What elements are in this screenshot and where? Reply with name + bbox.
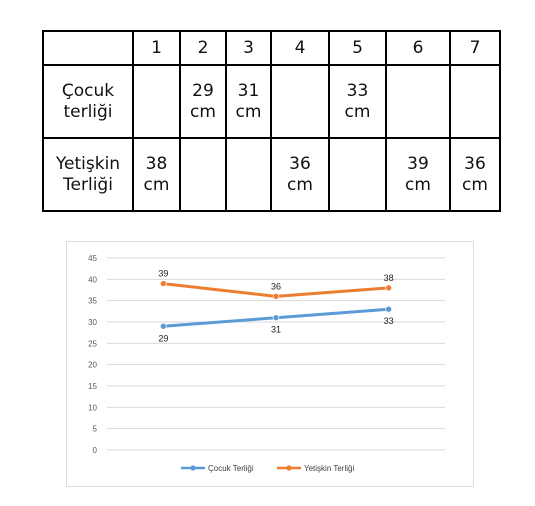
table-cell: 36 cm [270, 137, 330, 212]
y-tick-label: 15 [88, 382, 97, 391]
legend-swatch-marker [190, 465, 196, 471]
legend-label: Yetişkin Terliği [304, 464, 354, 473]
table-header-row: 1 2 3 4 5 6 7 [42, 30, 501, 66]
data-label: 31 [271, 325, 281, 335]
y-tick-label: 35 [88, 297, 97, 306]
data-label: 33 [384, 316, 394, 326]
table-cell [132, 64, 181, 139]
y-tick-label: 20 [88, 361, 97, 370]
header-cell: 4 [270, 30, 330, 66]
data-point [385, 305, 392, 313]
row-label: Yetişkin Terliği [42, 137, 134, 212]
table-cell: 38 cm [132, 137, 181, 212]
table-cell [449, 64, 501, 139]
table-cell [179, 137, 227, 212]
chart-frame: 0 5 10 15 20 25 30 35 40 45 29 31 33 39 36 38 Çocuk Terl… [66, 241, 474, 487]
y-tick-label: 25 [88, 339, 97, 348]
header-cell: 5 [328, 30, 387, 66]
table-cell [270, 64, 330, 139]
table-cell: 29 cm [179, 64, 227, 139]
header-cell: 1 [132, 30, 181, 66]
slipper-size-table: 1 2 3 4 5 6 7 Çocuk terliği 29 cm 31 cm 33 c… [42, 30, 501, 212]
table-cell [328, 137, 387, 212]
data-label: 36 [271, 281, 281, 291]
data-point [160, 322, 167, 330]
data-label: 29 [158, 333, 168, 343]
header-cell-empty [42, 30, 134, 66]
table-cell [225, 137, 272, 212]
header-cell: 6 [385, 30, 451, 66]
y-tick-label: 30 [88, 318, 97, 327]
header-cell: 3 [225, 30, 272, 66]
data-label: 39 [158, 269, 168, 279]
table-cell: 33 cm [328, 64, 387, 139]
y-tick-label: 5 [93, 425, 98, 434]
y-tick-label: 45 [88, 254, 97, 263]
table-cell: 36 cm [449, 137, 501, 212]
data-point [272, 314, 280, 322]
line-chart: 0 5 10 15 20 25 30 35 40 45 29 31 33 39 36 38 Çocuk Terl… [88, 254, 445, 473]
legend-label: Çocuk Terliği [208, 464, 254, 473]
table-cell [385, 64, 451, 139]
data-label: 38 [384, 273, 394, 283]
y-tick-label: 10 [88, 403, 97, 412]
table-cell: 31 cm [225, 64, 272, 139]
data-point [272, 293, 280, 300]
table-row-child-slipper: Çocuk terliği 29 cm 31 cm 33 cm [42, 64, 501, 139]
row-label: Çocuk terliği [42, 64, 134, 139]
y-tick-label: 0 [93, 446, 98, 455]
data-point [160, 280, 167, 287]
y-tick-label: 40 [88, 275, 97, 284]
table-cell: 39 cm [385, 137, 451, 212]
data-point [385, 284, 392, 292]
header-cell: 7 [449, 30, 501, 66]
header-cell: 2 [179, 30, 227, 66]
table-row-adult-slipper: Yetişkin Terliği 38 cm 36 cm 39 cm 36 cm [42, 137, 501, 212]
legend-swatch-marker [286, 465, 292, 471]
